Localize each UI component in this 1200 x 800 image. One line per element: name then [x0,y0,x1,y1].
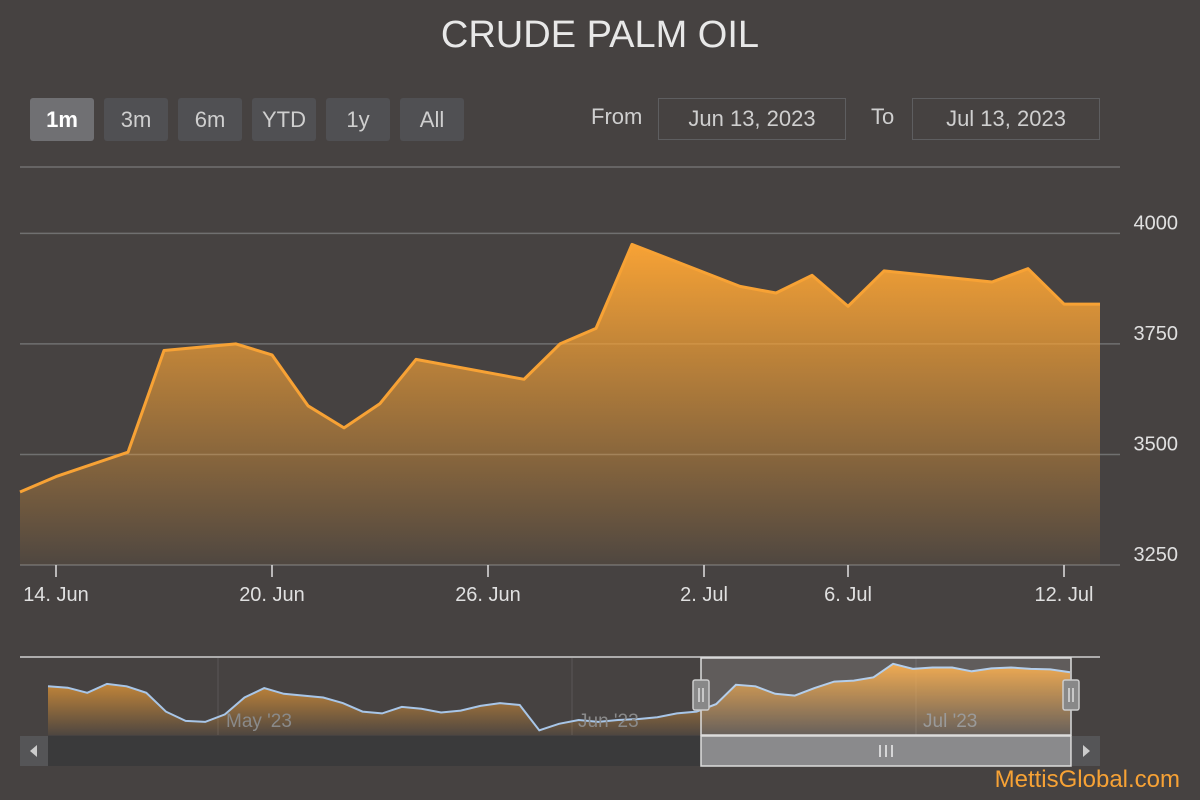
navigator-selection[interactable] [700,657,1072,736]
navigator-line [47,662,1071,732]
range-button-1m[interactable]: 1m [30,98,94,141]
navigator-handle-left[interactable] [692,679,710,711]
y-tick-label: 3250 [1134,544,1179,566]
x-tick-label: 12. Jul [1035,584,1094,606]
y-tick-label: 4000 [1134,212,1179,234]
navigator-area-fill [48,663,1070,735]
price-line [19,242,1100,494]
to-date-input[interactable] [912,98,1100,140]
x-tick-label: 26. Jun [455,584,521,606]
branding-link[interactable]: MettisGlobal.com [994,766,1180,793]
from-label: From [591,104,643,129]
navigator-date-label: May '23 [226,711,292,732]
range-button-all[interactable]: All [400,98,464,141]
navigator-handle-right[interactable] [1062,679,1080,711]
chart-title: CRUDE PALM OIL [440,14,760,56]
handle-body[interactable] [1062,679,1080,711]
range-button-6m[interactable]: 6m [178,98,242,141]
handle-body[interactable] [692,679,710,711]
chevron-right-icon [1083,745,1090,757]
navigator-date-label: Jun '23 [578,711,639,732]
to-label: To [871,104,895,129]
x-tick-label: 14. Jun [23,584,89,606]
price-area-fill [20,244,1100,565]
range-button-3m[interactable]: 3m [104,98,168,141]
y-tick-label: 3750 [1134,323,1179,345]
chevron-left-icon [30,745,37,757]
y-tick-label: 3500 [1134,433,1179,455]
navigator-date-label: Jul '23 [923,711,977,732]
from-date-input[interactable] [658,98,846,140]
range-button-1y[interactable]: 1y [326,98,390,141]
x-tick-label: 20. Jun [239,584,305,606]
x-tick-label: 2. Jul [680,584,728,606]
x-tick-label: 6. Jul [824,584,872,606]
range-button-ytd[interactable]: YTD [252,98,316,141]
